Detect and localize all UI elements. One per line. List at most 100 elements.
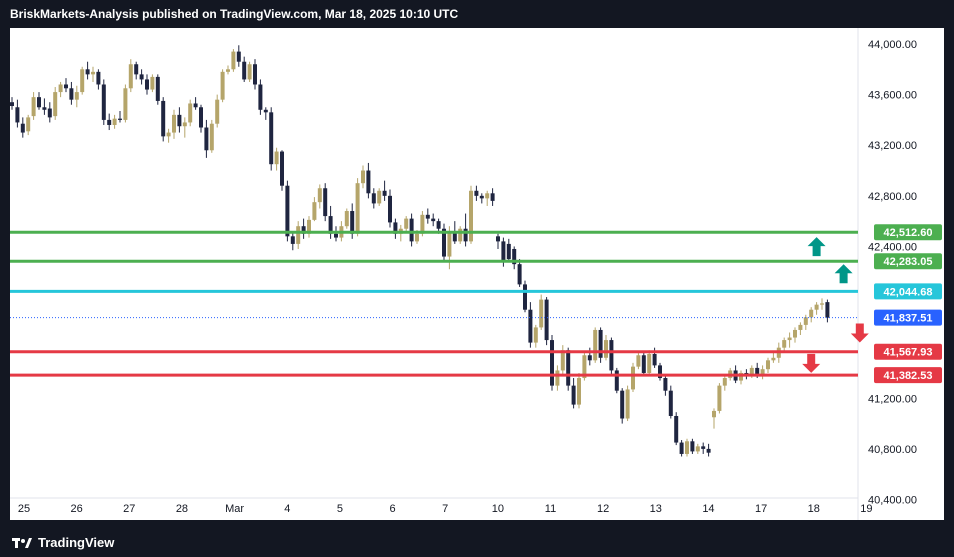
x-tick-label: 26 <box>71 503 83 515</box>
candle-bear <box>366 170 371 194</box>
candle-bear <box>155 76 160 101</box>
candle-bull <box>123 88 128 120</box>
x-tick-label: 5 <box>337 503 343 515</box>
candle-bear <box>134 64 139 75</box>
candle-bear <box>544 299 549 341</box>
candle-bull <box>128 64 133 89</box>
candle-bear <box>382 190 387 196</box>
candle-bull <box>604 340 608 358</box>
candle-bull <box>188 103 193 123</box>
candle-bull <box>182 122 187 127</box>
x-tick-label: 6 <box>389 503 395 515</box>
x-tick-label: 12 <box>597 503 609 515</box>
arrow-up-icon <box>807 237 826 257</box>
x-tick-label: 14 <box>702 503 714 515</box>
level-label: 42,283.05 <box>884 256 933 268</box>
candle-bear <box>706 448 711 453</box>
candle-bull <box>749 367 754 376</box>
candle-bear <box>463 228 468 242</box>
candle-bear <box>139 74 144 80</box>
candle-bear <box>701 446 706 449</box>
candle-bear <box>496 236 500 242</box>
candle-bear <box>609 340 614 371</box>
x-tick-label: 27 <box>123 503 135 515</box>
candle-bear <box>501 241 506 262</box>
candle-bull <box>631 366 635 390</box>
candle-bull <box>760 369 765 376</box>
candle-bull <box>712 410 716 418</box>
candle-bull <box>539 299 544 328</box>
candle-bear <box>145 79 149 90</box>
candle-bull <box>560 350 565 371</box>
candle-bull <box>172 114 176 133</box>
x-tick-label: 7 <box>442 503 448 515</box>
candle-bear <box>663 378 668 391</box>
candle-bear <box>679 442 684 454</box>
candle-bear <box>393 222 398 234</box>
candle-bear <box>523 284 527 310</box>
candle-bear <box>236 51 241 62</box>
candle-bull <box>150 76 155 90</box>
candle-bear <box>425 214 430 219</box>
x-tick-label: 17 <box>755 503 767 515</box>
candle-bear <box>64 84 68 89</box>
candle-bull <box>685 441 689 454</box>
candle-bear <box>20 123 25 133</box>
candle-bull <box>739 372 743 381</box>
candle-bear <box>431 218 436 222</box>
candle-bull <box>112 118 117 125</box>
candle-bear <box>204 127 209 151</box>
candle-bear <box>571 385 576 405</box>
candle-bear <box>566 350 571 386</box>
candle-bull <box>593 329 598 361</box>
y-tick-label: 44,000.00 <box>868 39 917 51</box>
y-tick-label: 41,200.00 <box>868 393 917 405</box>
candle-bull <box>355 183 360 234</box>
candle-bull <box>766 360 770 370</box>
resistance-level-badge <box>874 224 942 241</box>
x-tick-label: 28 <box>176 503 188 515</box>
support-level-badge <box>874 367 942 384</box>
candle-bull <box>31 97 36 117</box>
candle-bear <box>517 264 522 285</box>
candle-bull <box>53 92 58 117</box>
pivot-level-badge <box>874 283 942 300</box>
y-tick-label: 43,600.00 <box>868 90 917 102</box>
tradingview-logo[interactable]: TradingView <box>12 535 114 550</box>
candle-bear <box>652 353 657 366</box>
candle-bull <box>220 71 225 100</box>
chart-area[interactable]: 44,000.00 43,600.00 43,200.00 42,800.00 42,4… <box>10 28 944 520</box>
y-tick-label: 42,800.00 <box>868 191 917 203</box>
candle-bear <box>269 112 274 165</box>
arrow-down-icon <box>850 323 869 343</box>
candle-bear <box>506 243 511 260</box>
candle-bear <box>301 226 306 234</box>
candle-bear <box>69 88 74 100</box>
candle-bull <box>717 385 722 411</box>
candle-bear <box>280 151 284 186</box>
candle-bull <box>469 190 473 242</box>
candle-bear <box>285 185 290 237</box>
candle-bear <box>118 118 122 120</box>
last_price-level-badge <box>874 309 942 326</box>
candle-bull <box>722 378 727 386</box>
candle-bear <box>290 236 295 244</box>
candle-bull <box>458 228 463 242</box>
arrow-down-icon <box>802 353 821 373</box>
candle-bear <box>668 390 673 416</box>
candle-bull <box>803 317 808 325</box>
candle-bear <box>334 233 338 238</box>
candle-bear <box>474 190 479 196</box>
resistance-level-badge <box>874 253 942 270</box>
candle-bear <box>47 108 52 118</box>
candle-bear <box>825 302 830 318</box>
candle-bear <box>37 97 41 108</box>
candle-bear <box>452 231 457 242</box>
candlestick-chart[interactable]: 44,000.00 43,600.00 43,200.00 42,800.00 42,4… <box>10 28 944 520</box>
candle-bull <box>231 51 236 70</box>
candle-bull <box>809 309 814 318</box>
candle-bear <box>253 64 257 85</box>
y-tick-label: 42,400.00 <box>868 241 917 253</box>
candle-bear <box>85 69 90 75</box>
candle-bull <box>274 151 279 165</box>
